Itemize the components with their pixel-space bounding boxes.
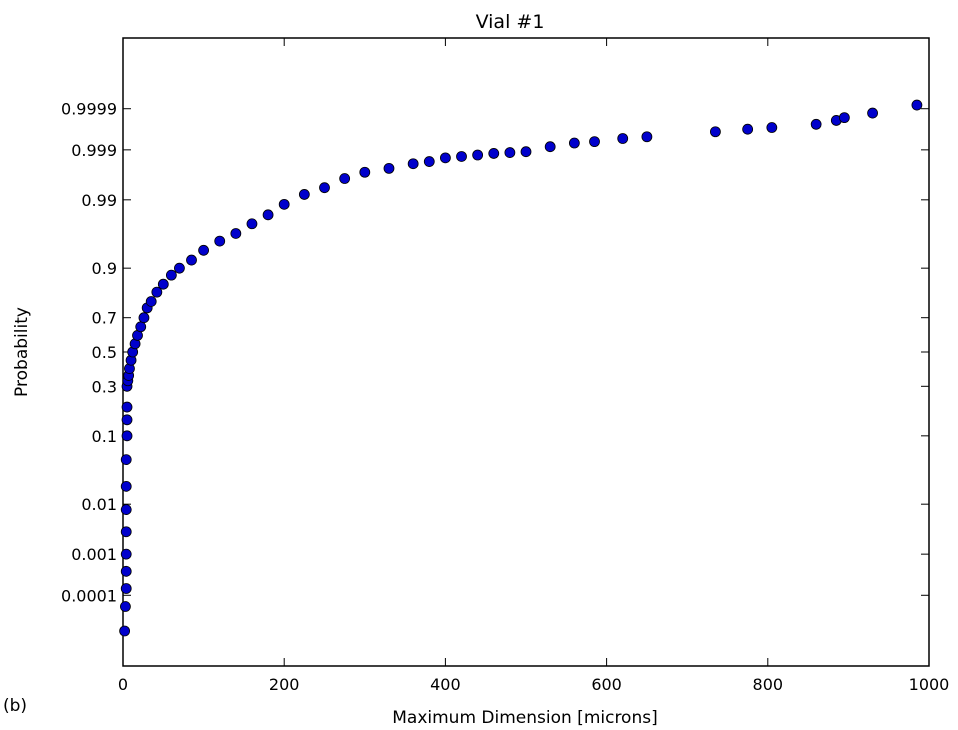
- data-point: [838, 112, 850, 124]
- data-point: [120, 526, 132, 538]
- data-point: [319, 182, 330, 194]
- x-axis-ticks: 0 200 400 600 800 1000: [118, 38, 949, 694]
- data-point: [911, 99, 923, 111]
- data-point: [544, 141, 556, 153]
- y-tick-label: 0.99: [81, 191, 117, 210]
- data-point: [121, 414, 133, 426]
- x-axis-title: Maximum Dimension [microns]: [392, 708, 657, 728]
- data-point: [867, 107, 878, 119]
- y-tick-label: 0.9: [92, 259, 117, 278]
- data-point: [230, 228, 242, 239]
- data-point: [120, 480, 132, 492]
- data-point: [359, 166, 371, 178]
- y-tick-label: 0.1: [92, 427, 117, 446]
- data-points: [119, 99, 923, 637]
- data-point: [339, 173, 351, 184]
- data-point: [617, 133, 629, 144]
- data-point: [742, 123, 754, 135]
- x-tick-label: 800: [753, 675, 784, 694]
- y-tick-label: 0.9999: [61, 100, 117, 119]
- data-point: [186, 254, 197, 266]
- y-tick-label: 0.5: [92, 343, 117, 362]
- data-point: [278, 198, 290, 210]
- data-point: [120, 454, 132, 466]
- chart-title: Vial #1: [476, 11, 545, 33]
- data-point: [120, 504, 132, 515]
- data-point: [262, 209, 274, 221]
- data-point: [439, 152, 451, 164]
- y-axis-ticks: 0.0001 0.001 0.01 0.1 0.3 0.5 0.7 0.9 0.99 0.999 0…: [61, 100, 929, 605]
- data-point: [214, 235, 226, 247]
- x-tick-label: 400: [430, 675, 461, 694]
- plot-area: [122, 37, 930, 667]
- data-point: [121, 430, 133, 442]
- data-point: [121, 401, 133, 413]
- data-point: [568, 137, 580, 149]
- y-tick-label: 0.001: [71, 545, 117, 564]
- data-point: [151, 286, 163, 298]
- data-point: [145, 296, 157, 307]
- x-tick-label: 0: [118, 675, 128, 694]
- data-point: [456, 151, 467, 162]
- data-point: [120, 601, 131, 612]
- data-point: [135, 321, 147, 333]
- data-point: [298, 189, 310, 200]
- data-point: [766, 122, 778, 133]
- data-point: [407, 158, 419, 170]
- data-point: [120, 565, 132, 577]
- y-tick-label: 0.7: [92, 309, 117, 328]
- data-point: [120, 583, 132, 594]
- x-tick-label: 200: [269, 675, 300, 694]
- y-tick-label: 0.3: [92, 377, 117, 396]
- data-point: [423, 156, 435, 167]
- data-point: [119, 625, 131, 637]
- y-axis-title: Probability: [12, 307, 32, 397]
- panel-label: (b): [3, 696, 27, 716]
- data-point: [520, 146, 532, 158]
- x-tick-label: 1000: [909, 675, 950, 694]
- data-point: [488, 148, 500, 159]
- data-point: [138, 312, 150, 324]
- data-point: [120, 548, 132, 560]
- data-point: [383, 162, 395, 174]
- data-point: [504, 147, 516, 158]
- data-point: [165, 269, 177, 281]
- data-point: [198, 244, 210, 256]
- data-point: [157, 278, 169, 290]
- data-point: [589, 136, 600, 148]
- data-point: [246, 218, 258, 230]
- y-tick-label: 0.999: [71, 141, 117, 160]
- data-point: [810, 118, 822, 130]
- y-tick-label: 0.01: [81, 495, 117, 514]
- x-tick-label: 600: [591, 675, 622, 694]
- data-point: [472, 149, 484, 161]
- data-point: [641, 131, 653, 143]
- data-point: [174, 262, 185, 274]
- data-point: [710, 126, 721, 138]
- y-tick-label: 0.0001: [61, 586, 117, 605]
